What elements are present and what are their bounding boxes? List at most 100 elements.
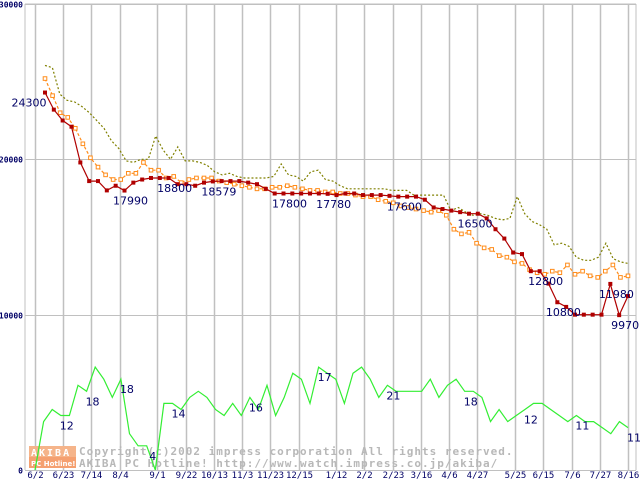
low-price-marker	[69, 124, 74, 129]
y-tick-label: 30000	[0, 1, 23, 10]
low-price-marker	[378, 193, 383, 198]
low-price-marker	[467, 211, 471, 216]
akiba-logo-top-bg	[29, 446, 76, 457]
avg-price-marker	[625, 273, 631, 279]
x-tick-label: 6/15	[533, 471, 555, 480]
data-label-shops: 21	[386, 389, 400, 402]
low-price-marker	[431, 205, 436, 210]
avg-price-marker	[383, 198, 389, 204]
x-axis-ticks: 6/2 6/23 7/14 8/4 9/1 9/22 10/13 11/3 11/23 12/15…	[27, 471, 639, 480]
data-labels: 24300 17990 18800 18579 17800 17780 17600 16500…	[12, 97, 640, 463]
avg-price-marker	[110, 177, 116, 182]
low-price-marker	[334, 193, 339, 198]
low-price-marker	[343, 191, 348, 196]
avg-price-marker	[504, 254, 510, 260]
avg-price-marker	[451, 226, 457, 232]
data-label-shops: 4	[149, 450, 156, 463]
copyright-text: Copyright(c)2002 impress corporation All…	[79, 445, 514, 458]
x-tick-label: 2/23	[383, 471, 405, 480]
low-price-marker	[520, 252, 524, 257]
grid	[24, 3, 637, 471]
site-url-text: AKIBA PC Hotline! http://www.watch.impre…	[79, 457, 498, 470]
data-label-low: 11980	[599, 288, 634, 301]
low-price-marker	[87, 179, 92, 184]
low-price-marker	[60, 118, 65, 123]
avg-price-marker	[618, 275, 623, 280]
data-label-low: 18579	[201, 185, 236, 198]
low-price-marker	[590, 312, 595, 317]
data-label-shops: 12	[524, 413, 538, 426]
avg-price-marker	[103, 172, 108, 178]
series-lines	[34, 64, 631, 471]
low-price-marker	[51, 107, 56, 112]
data-label-shops: 11	[575, 420, 589, 433]
low-price-marker	[449, 208, 454, 213]
avg-price-marker	[587, 273, 593, 279]
data-label-low: 12800	[528, 275, 563, 288]
avg-price-marker	[428, 209, 434, 215]
data-label-shops: 18	[464, 395, 478, 408]
x-tick-label: 12/15	[286, 471, 313, 480]
avg-price-marker	[42, 76, 48, 81]
x-tick-label: 3/16	[411, 471, 433, 480]
low-price-marker	[422, 197, 427, 202]
low-price-marker	[387, 193, 392, 198]
avg-price-marker	[330, 189, 336, 195]
data-label-low: 16500	[458, 218, 493, 231]
avg-price-marker	[194, 175, 199, 181]
data-label-shops: 16	[249, 401, 263, 414]
avg-price-marker	[406, 205, 411, 210]
avg-price-marker	[239, 183, 245, 189]
avg-price-marker	[80, 141, 86, 147]
x-tick-label: 7/27	[590, 471, 612, 480]
low-price-marker	[369, 193, 374, 198]
low-price-marker	[255, 182, 259, 187]
low-price-marker	[237, 179, 242, 184]
x-tick-label: 4/27	[467, 471, 489, 480]
x-tick-label: 8/4	[112, 471, 128, 480]
avg-price-marker	[50, 93, 55, 98]
low-price-marker	[573, 312, 577, 317]
y-tick-label: 0	[18, 467, 23, 476]
low-price-marker	[184, 182, 189, 187]
x-tick-label: 4/6	[441, 471, 457, 480]
data-label-low: 17800	[272, 198, 307, 211]
avg-price-marker	[572, 271, 578, 277]
avg-price-marker	[186, 177, 192, 182]
low-price-marker	[281, 191, 286, 196]
low-price-marker	[219, 179, 224, 184]
avg-price-marker	[171, 174, 177, 179]
avg-price-marker	[247, 184, 252, 190]
low-price-marker	[405, 194, 410, 199]
avg-price-marker	[65, 115, 71, 120]
low-price-marker	[175, 182, 180, 187]
data-label-low: 24300	[12, 97, 47, 110]
low-price-marker	[617, 313, 622, 318]
avg-price-marker	[375, 197, 381, 203]
avg-price-marker	[125, 171, 131, 176]
low-price-marker	[228, 179, 233, 184]
avg-price-marker	[292, 184, 298, 190]
avg-price-marker	[88, 155, 93, 161]
avg-price-marker	[269, 184, 275, 190]
avg-price-marker	[436, 208, 442, 213]
low-price-marker	[166, 175, 171, 180]
low-price-marker	[599, 312, 604, 317]
low-price-marker	[414, 194, 418, 199]
data-label-shops: 17	[318, 371, 332, 384]
data-label-low: 9970	[611, 319, 639, 332]
low-price-marker	[263, 186, 268, 191]
avg-price-marker	[118, 177, 124, 182]
avg-price-marker	[72, 125, 78, 131]
avg-price-marker	[580, 268, 585, 274]
avg-price-marker	[141, 160, 146, 165]
avg-price-marker	[512, 259, 517, 265]
low-price-marker	[272, 191, 277, 196]
low-price-marker	[396, 194, 401, 199]
avg-price-marker	[277, 184, 283, 190]
avg-price-marker	[209, 175, 214, 181]
low-price-marker	[149, 175, 153, 180]
low-price-marker	[157, 175, 162, 180]
low-price-marker	[210, 179, 215, 184]
